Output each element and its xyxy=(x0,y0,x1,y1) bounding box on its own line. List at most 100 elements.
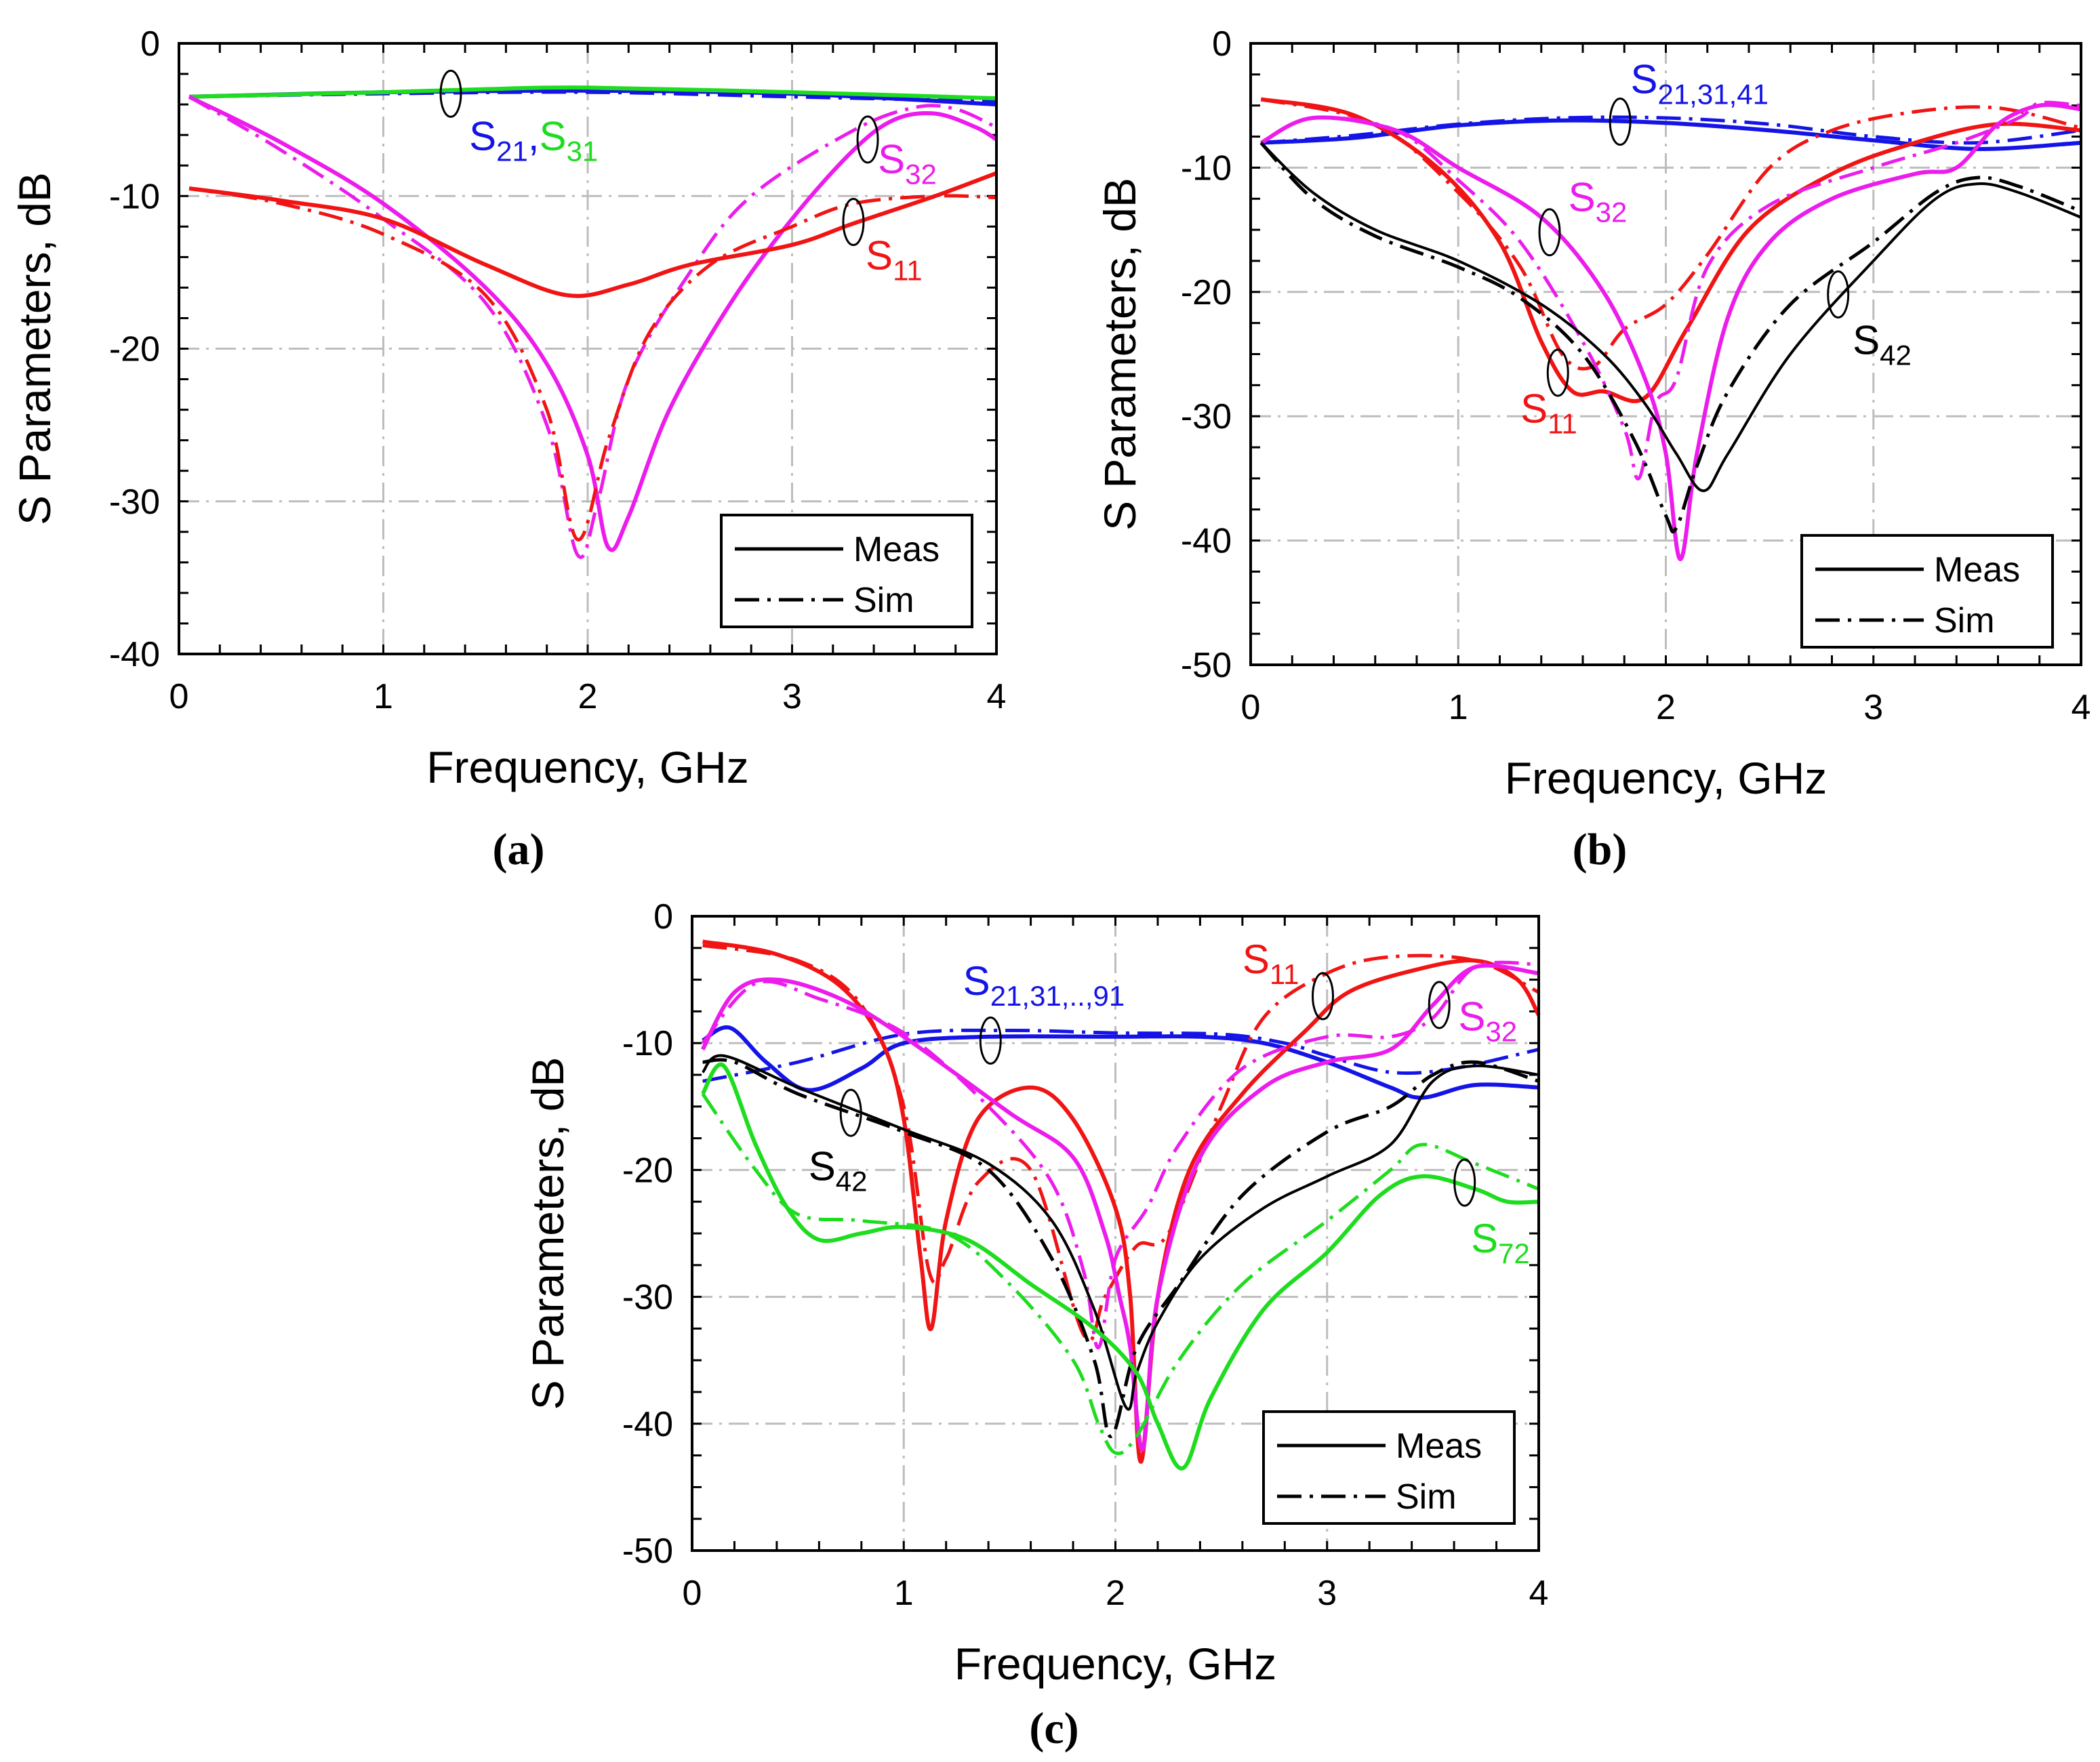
annotation-ellipse xyxy=(1546,348,1569,397)
annotation-ellipse xyxy=(439,69,462,118)
annotation-ellipse xyxy=(979,1016,1002,1065)
legend-sim-label: Sim xyxy=(1396,1477,1457,1517)
legend-box xyxy=(1262,1410,1516,1525)
x-tick-label: 1 xyxy=(373,677,393,716)
series-line-s32-meas xyxy=(700,963,1539,1452)
x-tick-label: 3 xyxy=(1863,688,1883,727)
series-line-s32-meas xyxy=(1259,102,2082,562)
annotation-subscript: 42 xyxy=(836,1165,868,1197)
y-tick-label: 0 xyxy=(1212,24,1232,64)
annotation-label: S21,31,41​ xyxy=(1630,56,1769,110)
annotation-ellipse xyxy=(839,1088,862,1137)
annotation-text: S xyxy=(540,114,567,159)
x-tick-label: 1 xyxy=(894,1574,914,1613)
annotation-ellipse xyxy=(1609,98,1632,146)
y-tick-label: -20 xyxy=(622,1151,673,1190)
annotation-subscript: 11 xyxy=(1270,958,1299,990)
annotation-text: S xyxy=(1630,56,1657,102)
annotation-text: S xyxy=(963,958,990,1004)
series-line-s42-sim xyxy=(702,1058,1539,1438)
series-line-s11-meas xyxy=(1260,97,2082,403)
series-line-s32-meas xyxy=(188,95,998,552)
annotation-label: S32​ xyxy=(878,136,937,190)
x-tick-label: 0 xyxy=(683,1574,702,1613)
annotation-label: S32​ xyxy=(1569,175,1628,228)
annotation-label: S21,31,..,91​ xyxy=(963,958,1125,1012)
x-tick-label: 1 xyxy=(1449,688,1468,727)
legend-meas-label: Meas xyxy=(1934,550,2020,590)
annotation-label: S11​ xyxy=(1520,386,1577,439)
legend-sim-label: Sim xyxy=(1934,601,1995,640)
annotation-ellipse xyxy=(1428,981,1451,1029)
annotation-subscript: 31 xyxy=(567,136,599,167)
x-tick-label: 0 xyxy=(1241,688,1261,727)
y-tick-label: -40 xyxy=(109,635,160,674)
annotation-text: S xyxy=(809,1143,836,1189)
annotation-label: S32​ xyxy=(1458,993,1517,1047)
annotation-subscript: 32 xyxy=(1596,197,1628,228)
annotation-subscript: 11 xyxy=(1548,407,1577,439)
annotation-label: S42​ xyxy=(809,1143,868,1197)
annotation-subscript: 21,31,..,91 xyxy=(990,980,1125,1012)
y-tick-label: -10 xyxy=(1181,148,1232,188)
chart-b: 0 1 2 3 4 0 -10 -20 -30 -40 -50 Frequency, GHz S Par… xyxy=(1095,24,2091,874)
y-tick-label: -30 xyxy=(622,1278,673,1317)
x-tick-label: 2 xyxy=(578,677,598,716)
legend-box xyxy=(720,514,973,628)
annotation-text: S xyxy=(1458,993,1485,1039)
annotation-text: S xyxy=(878,136,905,182)
series-line-s72-sim xyxy=(701,1092,1539,1456)
y-tick-label: -50 xyxy=(622,1532,673,1571)
series-line-s32-sim xyxy=(701,960,1539,1350)
panel-label: (a) xyxy=(493,825,545,874)
annotation-subscript: 32 xyxy=(905,158,937,190)
series-line-s21-91-sim xyxy=(702,1028,1539,1083)
legend-meas-label: Meas xyxy=(1396,1427,1482,1466)
y-tick-label: -20 xyxy=(1181,273,1232,312)
annotation-ellipse xyxy=(1312,972,1335,1021)
panel-label: (c) xyxy=(1029,1704,1078,1753)
series-line-s11-meas xyxy=(702,939,1541,1464)
x-tick-label: 2 xyxy=(1656,688,1676,727)
series-line-s42-meas xyxy=(702,1054,1539,1411)
y-axis-title: S Parameters, dB xyxy=(523,1057,573,1410)
series-line-s11-sim xyxy=(1260,98,2082,371)
annotation-text: S xyxy=(1853,318,1880,363)
y-tick-label: -10 xyxy=(622,1024,673,1063)
annotation-subscript: 21 xyxy=(496,136,528,167)
annotation-subscript: 72 xyxy=(1498,1237,1530,1269)
annotation-label: S42​ xyxy=(1853,318,1912,371)
panel-label: (b) xyxy=(1573,825,1628,874)
series-line-s72-meas xyxy=(700,1062,1539,1471)
x-tick-label: 4 xyxy=(2072,688,2091,727)
y-tick-label: -10 xyxy=(109,177,160,216)
y-tick-label: 0 xyxy=(140,24,160,64)
series-line-s42-sim xyxy=(1259,142,2082,534)
legend-meas-label: Meas xyxy=(853,530,940,569)
legend: Meas Sim xyxy=(1800,534,2054,649)
y-tick-label: -30 xyxy=(1181,397,1232,436)
series-line-s11-sim xyxy=(188,186,997,541)
annotation-ellipse xyxy=(842,198,865,247)
x-tick-label: 0 xyxy=(169,677,189,716)
legend: Meas Sim xyxy=(720,514,973,628)
annotation-text: S xyxy=(1520,386,1548,431)
y-tick-label: -40 xyxy=(622,1405,673,1444)
annotation-label: S11​ xyxy=(1243,937,1299,990)
annotation-subscript: 21,31,41 xyxy=(1657,78,1769,110)
y-tick-label: -50 xyxy=(1181,646,1232,685)
x-axis-title: Frequency, GHz xyxy=(1505,753,1828,803)
legend: Meas Sim xyxy=(1262,1410,1516,1525)
y-axis-title: S Parameters, dB xyxy=(1095,178,1145,531)
chart-c: 0 1 2 3 4 0 -10 -20 -30 -40 -50 Frequency, GHz S Par… xyxy=(523,897,1548,1753)
legend-sim-label: Sim xyxy=(853,581,914,620)
annotation-text: S xyxy=(1243,937,1270,982)
annotation-label: S11​ xyxy=(866,232,923,286)
x-tick-label: 4 xyxy=(987,677,1007,716)
annotation-ellipse xyxy=(1538,208,1561,257)
series-line-s32-sim xyxy=(1260,100,2082,480)
annotation-subscript: 42 xyxy=(1880,340,1912,371)
chart-a: 0 1 2 3 4 0 -10 -20 -30 -40 Frequency, GHz S Parame… xyxy=(9,24,1006,874)
annotation-text: S xyxy=(1471,1216,1498,1261)
series-line-s21-91-meas xyxy=(702,1025,1539,1100)
